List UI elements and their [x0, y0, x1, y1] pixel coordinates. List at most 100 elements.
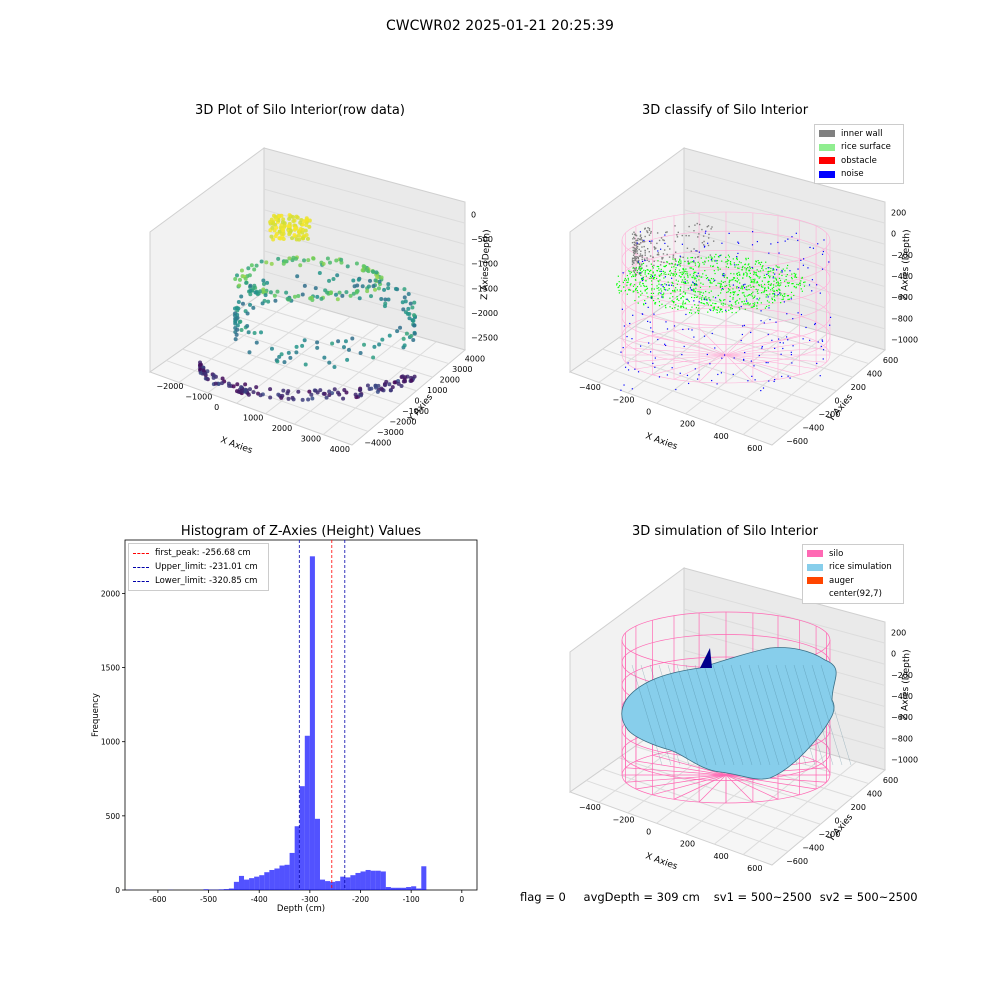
noise-point — [809, 339, 811, 341]
rice-surface-point — [649, 277, 651, 280]
inner-wall-point — [660, 261, 663, 263]
inner-wall-point — [638, 262, 641, 265]
rice-surface-point — [684, 292, 686, 294]
raw-z-tick: 0 — [471, 210, 476, 219]
rice-surface-point — [717, 294, 719, 297]
rice-surface-point — [690, 267, 692, 269]
rice-surface-point — [713, 256, 716, 258]
rice-surface-point — [759, 270, 762, 272]
rice-surface-point — [676, 298, 679, 300]
rice-surface-point — [721, 273, 724, 275]
noise-point — [790, 351, 792, 353]
noise-point — [811, 279, 814, 281]
raw-point — [403, 299, 408, 304]
rice-surface-point — [728, 256, 731, 258]
rice-surface-point — [685, 273, 687, 275]
histogram-legend-entry: first_peak: -256.68 cm — [133, 546, 264, 560]
rice-surface-point — [757, 276, 759, 278]
raw-point — [261, 287, 266, 292]
classify-legend: inner wall rice surface obstacle noise — [814, 124, 904, 184]
raw-point — [268, 395, 273, 400]
rice-surface-point — [705, 274, 707, 277]
rice-surface-point — [739, 274, 741, 276]
rice-surface-point — [652, 299, 655, 302]
rice-surface-point — [757, 289, 759, 291]
rice-surface-point — [630, 283, 632, 285]
rice-surface-point — [750, 277, 752, 279]
noise-point — [821, 253, 824, 255]
noise-point — [721, 242, 723, 244]
raw-point — [286, 396, 291, 401]
rice-surface-point — [646, 288, 648, 290]
rice-surface-point — [692, 275, 695, 277]
histogram-x-label: Depth (cm) — [277, 904, 325, 914]
raw-point — [387, 382, 392, 387]
noise-point — [751, 244, 754, 246]
inner-wall-point — [641, 267, 643, 269]
rice-surface-point — [739, 298, 741, 300]
simulation-y-tick: 600 — [883, 776, 898, 785]
rice-surface-point — [749, 303, 751, 305]
noise-point — [747, 380, 749, 382]
rice-surface-point — [710, 256, 712, 258]
raw-point — [386, 282, 391, 287]
rice-surface-point — [781, 294, 784, 297]
raw-point — [269, 261, 274, 266]
rice-surface-point — [628, 288, 630, 291]
rice-surface-point — [673, 266, 675, 268]
rice-surface-point — [711, 257, 713, 259]
raw-point — [412, 323, 417, 328]
inner-wall-point — [639, 265, 641, 268]
raw-point — [327, 393, 332, 398]
grid-line — [293, 333, 408, 425]
inner-wall-point — [645, 265, 648, 267]
rice-surface-point — [709, 299, 711, 301]
classify-z-label: Z Axies (Depth) — [900, 229, 912, 300]
rice-surface-point — [663, 273, 665, 275]
raw-point — [384, 379, 389, 384]
raw-point — [372, 344, 377, 349]
rice-surface-point — [712, 302, 714, 304]
rice-surface-point — [778, 277, 781, 280]
raw-point — [353, 392, 358, 397]
rice-surface-point — [617, 275, 619, 277]
inner-wall-point — [632, 246, 634, 249]
rice-surface-point — [671, 262, 673, 264]
classify-x-tick: 200 — [680, 420, 695, 429]
rice-surface-point — [752, 306, 754, 308]
classify-legend-label: rice surface — [841, 142, 891, 153]
raw-point — [325, 256, 330, 261]
rice-surface-point — [738, 267, 740, 269]
rice-surface-point — [674, 259, 676, 261]
rice-surface-point — [730, 308, 732, 310]
raw-point — [233, 277, 238, 282]
rice-mesh-line — [784, 664, 816, 766]
raw-point — [286, 350, 291, 355]
rice-surface-point — [787, 282, 789, 284]
inner-wall-point — [640, 238, 642, 240]
inner-wall-point — [648, 260, 650, 263]
histogram-bar — [269, 869, 275, 890]
raw-point — [302, 219, 307, 224]
rice-surface-point — [633, 290, 635, 292]
raw-point — [302, 338, 307, 343]
noise-point — [816, 362, 818, 365]
noise-point — [822, 358, 824, 360]
simulation-legend-swatch — [807, 591, 823, 598]
rice-surface-point — [650, 280, 653, 282]
rice-mesh-line — [667, 664, 699, 766]
rice-surface-point — [689, 274, 691, 276]
rice-surface-point — [804, 281, 806, 283]
rice-surface-point — [764, 277, 766, 279]
rice-surface-point — [778, 285, 780, 287]
rice-surface-point — [710, 290, 712, 292]
rice-surface-point — [797, 284, 800, 286]
simulation-z-label: Z Axies (Depth) — [900, 649, 912, 720]
inner-wall-point — [644, 254, 646, 256]
rice-surface-point — [719, 299, 721, 302]
rice-surface-point — [754, 302, 756, 304]
simulation-x-tick: 600 — [747, 864, 762, 873]
histogram-x-tick: -300 — [301, 895, 318, 904]
rice-surface-point — [675, 273, 677, 275]
rice-surface-point — [744, 295, 746, 298]
